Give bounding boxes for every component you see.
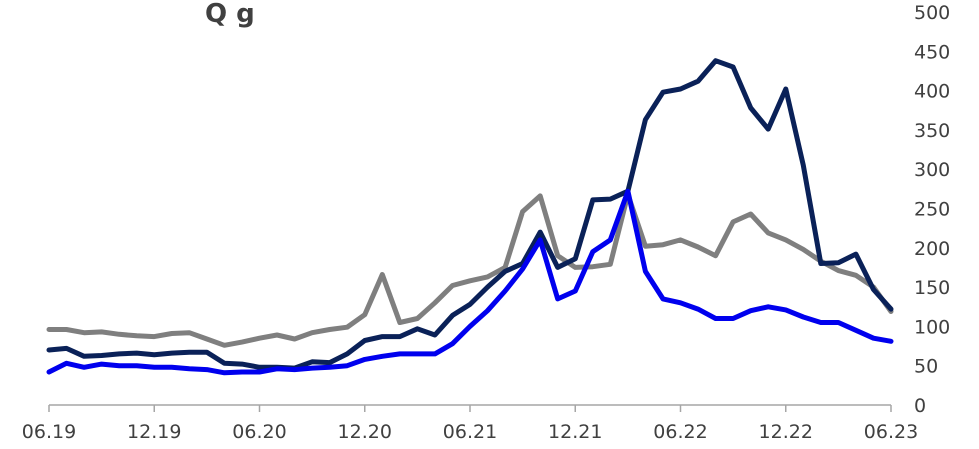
x-tick-label: 06.20	[232, 421, 286, 443]
series-line-1	[46, 191, 894, 348]
x-axis-ticks: 06.19 12.19 06.20 12.20 06.21 12.21 06.22 12.22…	[22, 405, 918, 443]
x-tick-label: 12.22	[759, 421, 813, 443]
y-tick-label: 450	[914, 41, 950, 63]
y-tick-label: 400	[914, 81, 950, 103]
title-fragment: Q g	[205, 0, 255, 29]
y-tick-label: 150	[914, 277, 950, 299]
x-tick-label: 12.19	[127, 421, 181, 443]
x-tick-label: 12.20	[338, 421, 392, 443]
y-tick-label: 300	[914, 159, 950, 181]
y-tick-label: 500	[914, 2, 950, 24]
y-tick-label: 350	[914, 120, 950, 142]
y-tick-label: 50	[914, 356, 938, 378]
x-tick-label: 06.21	[443, 421, 497, 443]
x-tick-label: 06.22	[653, 421, 707, 443]
x-tick-label: 12.21	[548, 421, 602, 443]
series-line-2	[46, 58, 894, 371]
y-tick-label: 250	[914, 199, 950, 221]
x-tick-label: 06.23	[864, 421, 918, 443]
y-tick-label: 100	[914, 316, 950, 338]
y-axis-ticks: 0 50 100 150 200 250 300 350 400 450 500	[914, 2, 950, 417]
series-line-3	[46, 188, 894, 376]
series-layer	[46, 58, 894, 376]
x-tick-label: 06.19	[22, 421, 76, 443]
y-tick-label: 0	[914, 395, 926, 417]
y-tick-label: 200	[914, 238, 950, 260]
